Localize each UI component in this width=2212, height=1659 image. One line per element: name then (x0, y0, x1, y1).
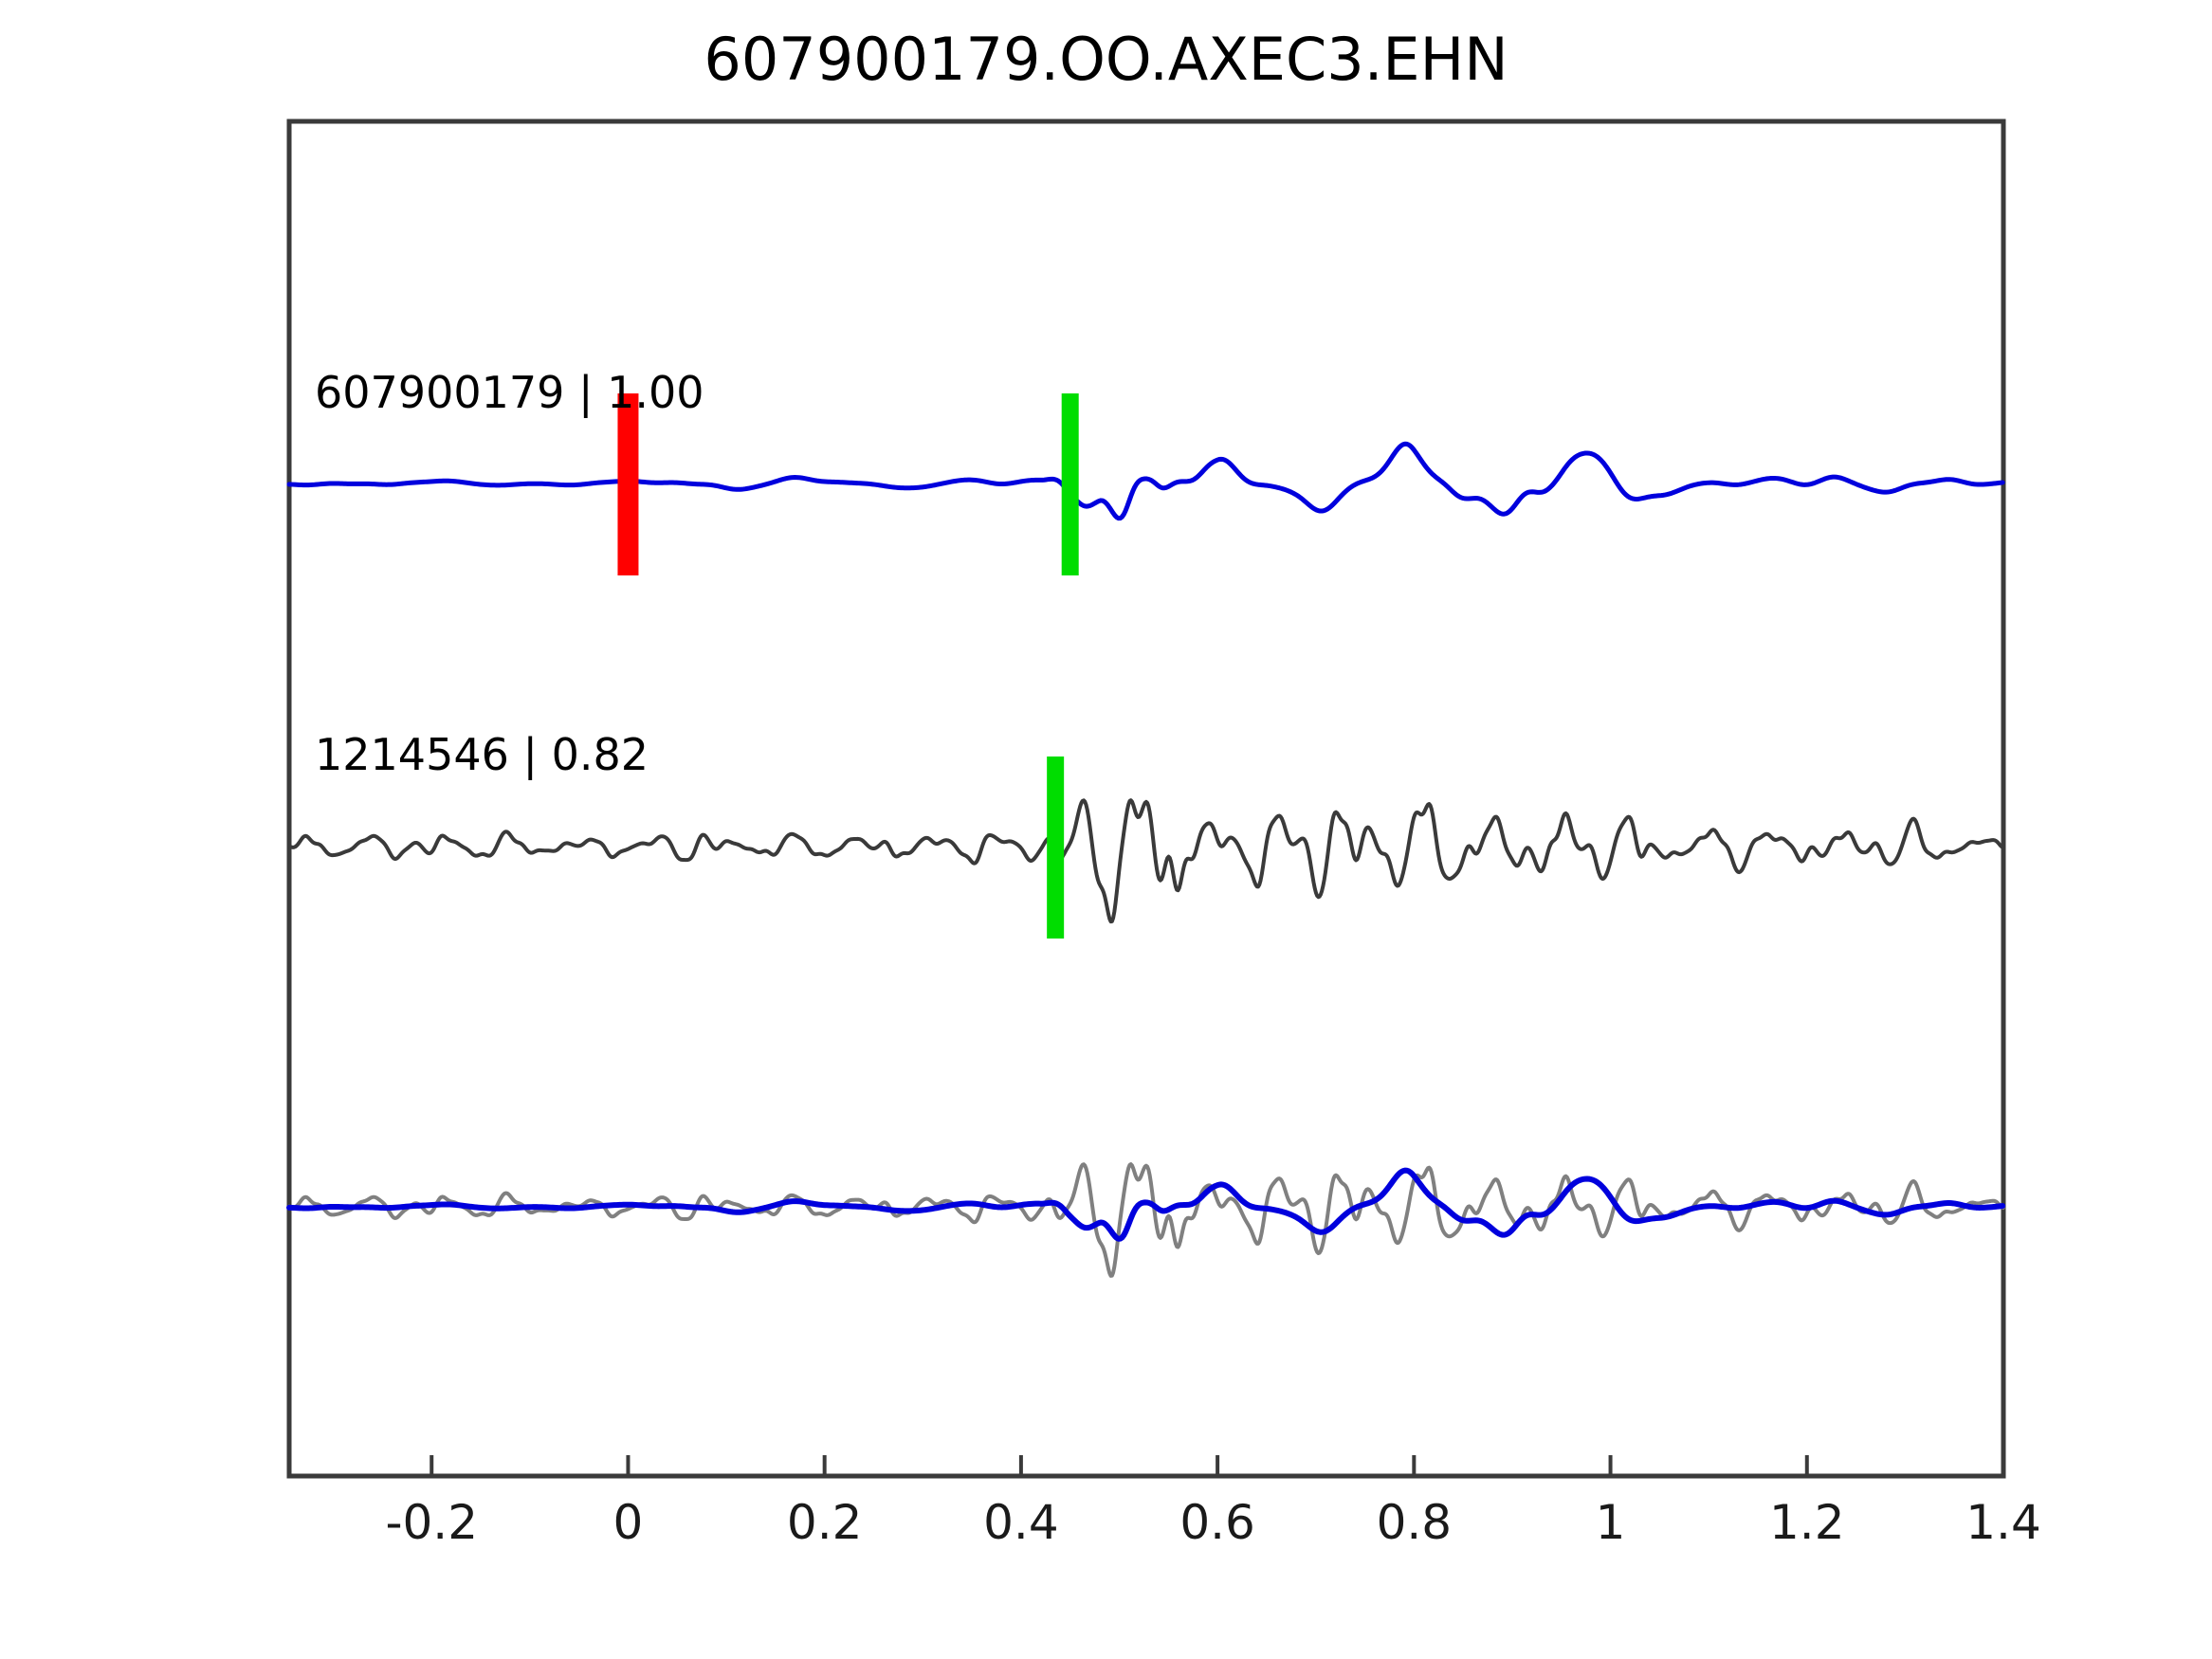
overlay-template-path (286, 1167, 2006, 1242)
x-axis-tick-labels: -0.2 0 0.2 0.4 0.6 0.8 1 1.2 1.4 (385, 1495, 2040, 1550)
x-tick-label: 0.4 (983, 1495, 1059, 1550)
trace1-label: 607900179 | 1.00 (315, 367, 704, 419)
x-tick-label: 0.8 (1377, 1495, 1453, 1550)
phase-pick-marker-trace2 (1047, 757, 1065, 939)
trace2-label: 1214546 | 0.82 (315, 729, 649, 781)
origin-pick-marker (617, 393, 639, 575)
template-trace-path (286, 441, 2005, 521)
trace-group (286, 441, 2006, 1278)
x-tick-label: 0.2 (787, 1495, 863, 1550)
x-tick-label: 0.6 (1179, 1495, 1255, 1550)
x-tick-label: -0.2 (385, 1495, 478, 1550)
x-tick-label: 1 (1596, 1495, 1626, 1550)
page-title: 607900179.OO.AXEC3.EHN (704, 25, 1508, 94)
phase-pick-marker-trace1 (1061, 393, 1079, 575)
plot-frame (286, 118, 2006, 1479)
x-tick-label: 0 (613, 1495, 644, 1550)
x-axis-ticks (430, 1455, 2005, 1476)
x-tick-label: 1.4 (1965, 1495, 2041, 1550)
detection-trace-path (287, 798, 2005, 924)
overlay-detection-path (287, 1162, 2005, 1278)
x-tick-label: 1.2 (1769, 1495, 1845, 1550)
